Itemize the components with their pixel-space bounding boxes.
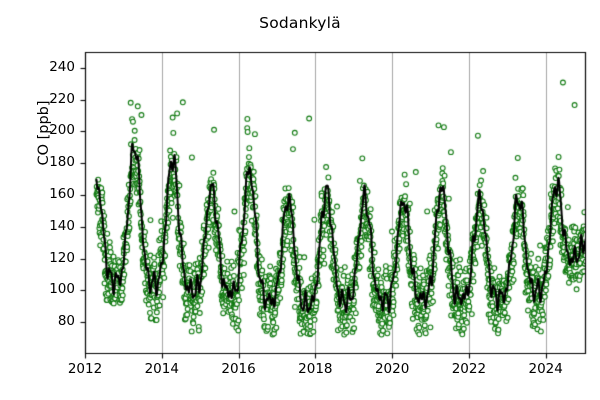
x-tick-2012: 2012 xyxy=(67,361,103,377)
y-tick-240: 240 xyxy=(49,58,75,75)
x-tick-2014: 2014 xyxy=(144,361,179,377)
y-tick-180: 180 xyxy=(49,154,75,171)
y-tick-160: 160 xyxy=(49,186,75,203)
y-tick-200: 200 xyxy=(49,122,75,139)
x-tick-2022: 2022 xyxy=(451,361,487,377)
y-tick-140: 140 xyxy=(49,217,75,234)
x-tick-2016: 2016 xyxy=(221,361,256,377)
y-tick-120: 120 xyxy=(49,249,75,266)
x-tick-2024: 2024 xyxy=(528,361,563,377)
y-tick-80: 80 xyxy=(57,313,75,330)
x-tick-2020: 2020 xyxy=(374,361,410,377)
y-tick-220: 220 xyxy=(49,90,75,107)
y-tick-100: 100 xyxy=(49,281,75,298)
x-tick-2018: 2018 xyxy=(298,361,333,377)
